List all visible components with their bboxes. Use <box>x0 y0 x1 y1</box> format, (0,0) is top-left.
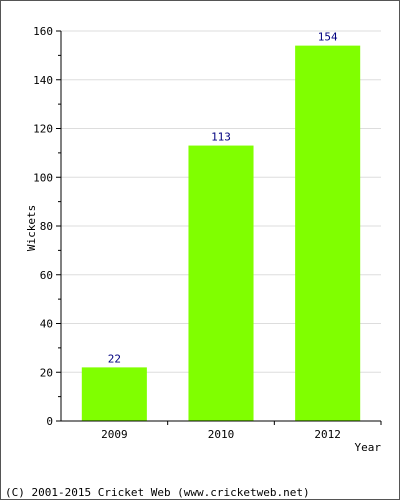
y-tick-label: 80 <box>40 220 53 233</box>
x-ticks: 2009 2010 2012 <box>101 421 382 441</box>
y-tick-label: 100 <box>33 171 53 184</box>
y-ticks: 0 20 40 60 80 100 120 140 160 <box>33 25 61 428</box>
y-tick-label: 140 <box>33 74 53 87</box>
x-tick-label: 2009 <box>101 428 128 441</box>
y-tick-label: 160 <box>33 25 53 38</box>
bar-2010 <box>188 145 254 421</box>
x-tick-label: 2010 <box>208 428 235 441</box>
y-tick-label: 0 <box>46 415 53 428</box>
bars <box>81 45 361 421</box>
data-label: 154 <box>318 31 338 44</box>
y-tick-label: 20 <box>40 366 53 379</box>
x-tick-label: 2012 <box>314 428 341 441</box>
data-label: 113 <box>211 131 231 144</box>
y-tick-label: 120 <box>33 123 53 136</box>
y-axis-label: Wickets <box>25 205 38 251</box>
data-labels: 22 113 154 <box>108 31 338 366</box>
y-tick-label: 40 <box>40 318 53 331</box>
bar-2009 <box>81 367 147 421</box>
y-tick-label: 60 <box>40 269 53 282</box>
bar-2012 <box>295 45 361 421</box>
x-axis-label: Year <box>355 441 382 454</box>
data-label: 22 <box>108 352 121 365</box>
copyright-footer: (C) 2001-2015 Cricket Web (www.cricketwe… <box>5 486 310 499</box>
